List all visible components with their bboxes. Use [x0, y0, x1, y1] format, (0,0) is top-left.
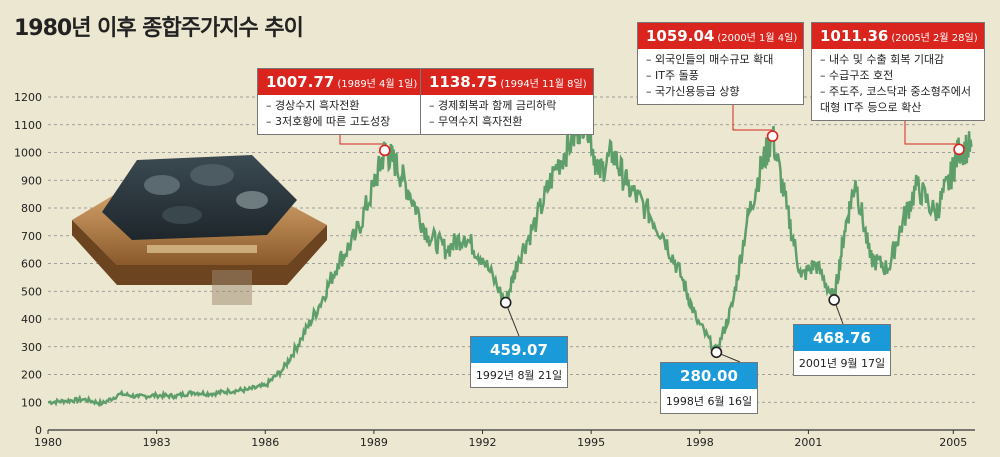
trough-marker — [499, 296, 512, 309]
x-tick-label: 1980 — [34, 436, 62, 449]
peak-callout-1989: 1007.77 (1989년 4월 1일) – 경상수지 흑자전환 – 3저호황에… — [257, 68, 425, 135]
y-tick-label: 700 — [21, 230, 42, 243]
y-tick-label: 800 — [21, 202, 42, 215]
page-title: 1980년 이후 종합주가지수 추이 — [14, 16, 304, 41]
stock-exchange-photo — [62, 140, 342, 310]
y-tick-label: 1100 — [14, 119, 42, 132]
x-tick-label: 2005 — [939, 436, 967, 449]
y-tick-label: 900 — [21, 174, 42, 187]
peak-callout-2005: 1011.36 (2005년 2월 28일) – 내수 및 수출 회복 기대감 –… — [811, 22, 985, 121]
x-tick-label: 1998 — [686, 436, 714, 449]
x-tick-label: 1992 — [469, 436, 497, 449]
trough-marker — [710, 346, 723, 359]
y-tick-label: 1200 — [14, 91, 42, 104]
y-tick-label: 400 — [21, 313, 42, 326]
y-tick-label: 100 — [21, 396, 42, 409]
x-tick-label: 1983 — [143, 436, 171, 449]
y-tick-label: 1000 — [14, 147, 42, 160]
trough-box-2001: 468.76 2001년 9월 17일 — [793, 324, 891, 376]
x-tick-label: 1995 — [577, 436, 605, 449]
y-tick-label: 200 — [21, 369, 42, 382]
x-tick-label: 1986 — [251, 436, 279, 449]
x-tick-label: 2001 — [794, 436, 822, 449]
peak-marker — [378, 144, 391, 157]
series-line — [47, 99, 973, 408]
markers — [378, 108, 965, 359]
trough-box-1998: 280.00 1998년 6월 16일 — [660, 362, 758, 414]
trough-box-1992: 459.07 1992년 8월 21일 — [470, 336, 568, 388]
callout-connector — [505, 302, 520, 337]
peak-callout-2000: 1059.04 (2000년 1월 4일) – 외국인들의 매수규모 확대 – I… — [637, 22, 805, 105]
y-tick-label: 300 — [21, 341, 42, 354]
peak-marker — [953, 143, 965, 156]
trough-marker — [828, 294, 840, 306]
y-tick-label: 600 — [21, 258, 42, 271]
x-tick-label: 1989 — [360, 436, 388, 449]
peak-marker — [766, 130, 779, 142]
y-tick-label: 500 — [21, 285, 42, 298]
y-tick-label: 0 — [35, 424, 42, 437]
peak-callout-1994: 1138.75 (1994년 11월 8일) – 경제회복과 함께 금리하락 – … — [420, 68, 594, 135]
